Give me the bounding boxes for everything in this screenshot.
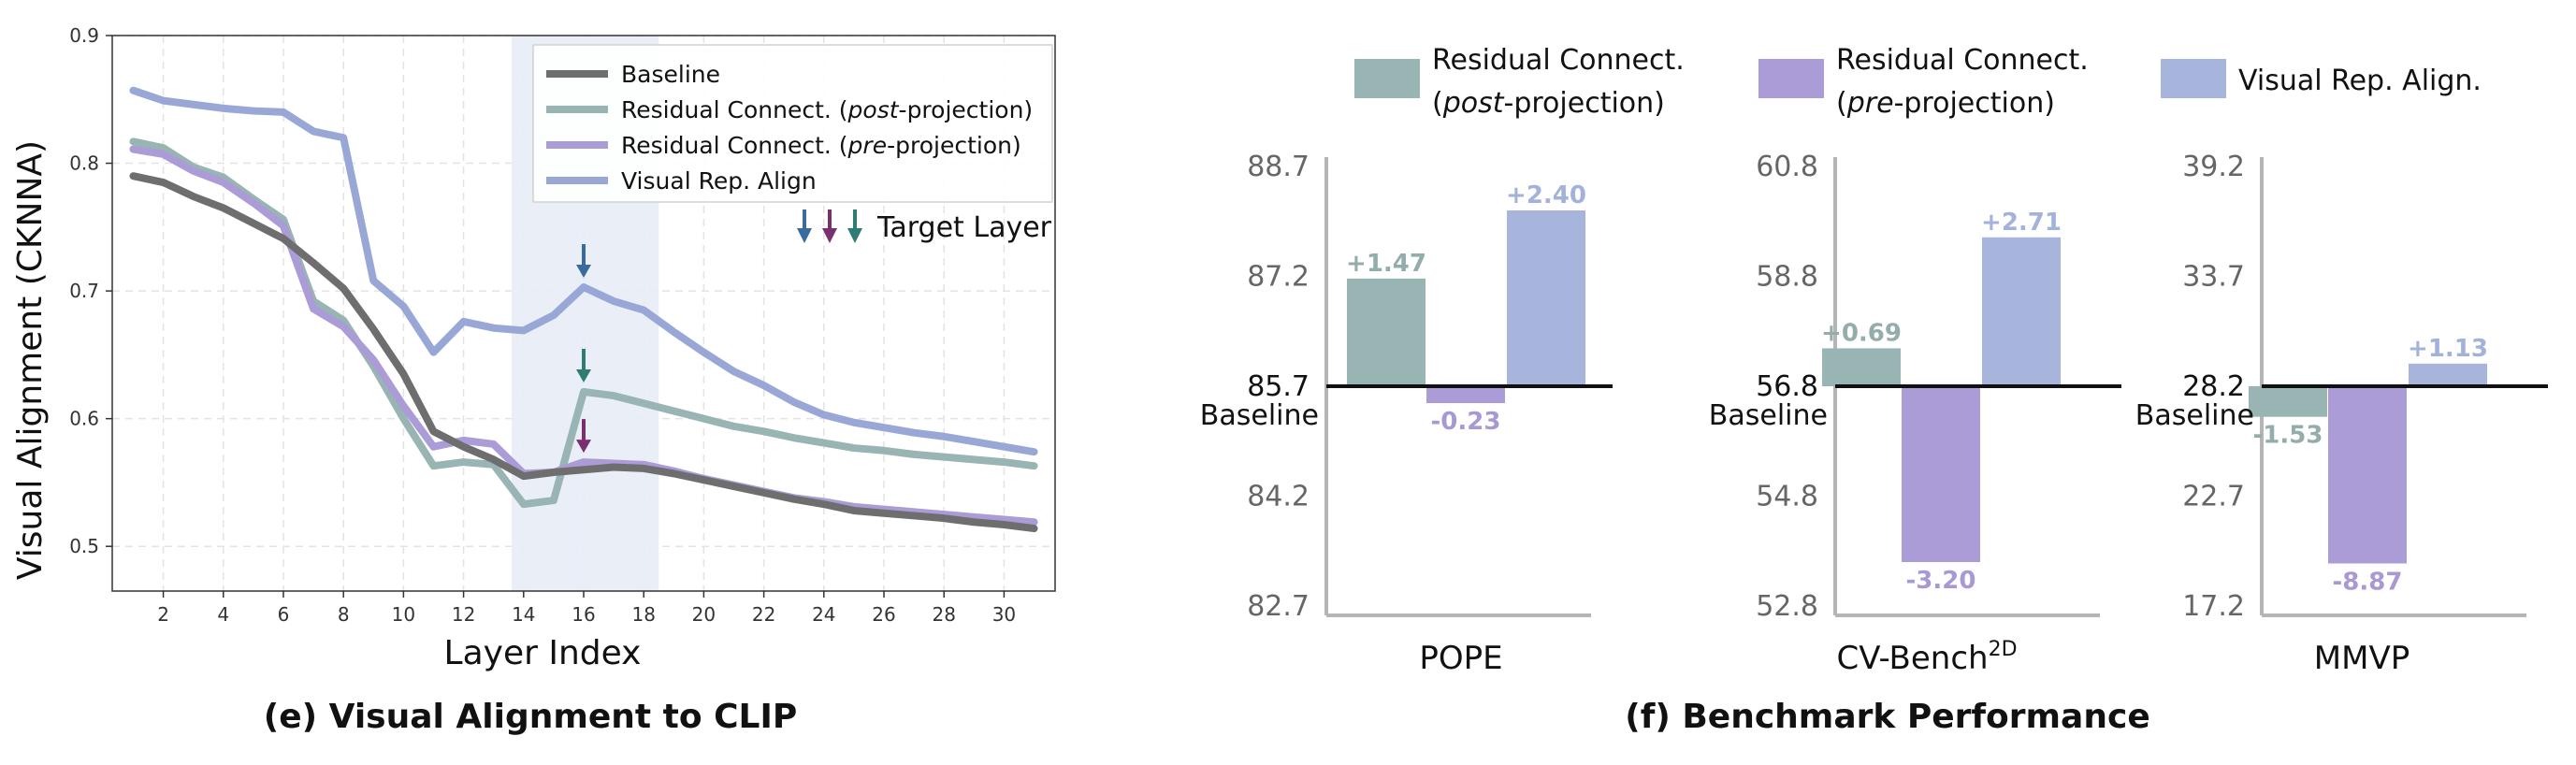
- line-chart: 2 4 6 8 10 12 14 16 18 20 22 24 26 28 300.50.60.70.80.…: [11, 24, 1056, 672]
- x-tick-label: 18: [631, 603, 655, 626]
- x-tick-label: 10: [392, 603, 415, 626]
- target-arrow-head: [822, 228, 837, 243]
- y-tick-label: 60.8: [1756, 151, 1818, 183]
- bar: [2409, 363, 2487, 386]
- y-tick-label: 17.2: [2182, 590, 2245, 623]
- bar: [1347, 278, 1425, 386]
- bar: [1822, 348, 1901, 386]
- x-tick-label: 6: [278, 603, 290, 626]
- legend-swatch: [1758, 59, 1824, 98]
- target-layer-label: Target Layer: [876, 211, 1052, 244]
- benchmark-title: POPE: [1419, 640, 1502, 677]
- y-tick-label: 82.7: [1247, 590, 1310, 623]
- legend-entry: Residual Connect.: [1432, 44, 1685, 77]
- legend-swatch: [1354, 59, 1420, 98]
- x-tick-label: 2: [157, 603, 169, 626]
- bar-value-label: -8.87: [2333, 568, 2403, 596]
- bar-value-label: +2.71: [1981, 209, 2062, 237]
- baseline-value: 85.7: [1247, 370, 1310, 403]
- legend-entry: Baseline: [621, 61, 720, 88]
- y-axis-label: Visual Alignment (CKNNA): [11, 140, 50, 580]
- baseline-label: Baseline: [1200, 399, 1319, 432]
- y-tick-label: 0.7: [69, 280, 99, 302]
- legend-entry-line2: (pre-projection): [1836, 87, 2055, 120]
- target-arrow-head: [797, 228, 812, 243]
- y-tick-label: 52.8: [1756, 590, 1818, 623]
- legend-entry: Visual Rep. Align: [621, 167, 817, 195]
- line-chart-axes: 2 4 6 8 10 12 14 16 18 20 22 24 26 28 300.50.60.70.80.…: [69, 24, 1056, 626]
- series-line: [129, 145, 1038, 527]
- bar: [2328, 386, 2407, 564]
- bar: [1982, 237, 2061, 386]
- y-tick-label: 54.8: [1756, 481, 1818, 513]
- target-arrow-head: [576, 440, 591, 454]
- legend-swatch: [2161, 59, 2226, 98]
- series-line: [129, 137, 1038, 509]
- legend-entry: Visual Rep. Align.: [2238, 65, 2482, 97]
- series-line: [129, 86, 1038, 456]
- x-tick-label: 14: [512, 603, 535, 626]
- target-arrow-head: [576, 265, 591, 279]
- y-tick-label: 39.2: [2182, 151, 2245, 183]
- target-layer-arrows: [576, 244, 591, 454]
- bar-chart-pope: 82.7 84.2 87.2 88.7 +1.47 -0.23 +2.40 85.7Basel…: [1200, 151, 1613, 677]
- right-panel-caption: (f) Benchmark Performance: [1625, 698, 2149, 736]
- bar-chart-legend: Residual Connect. (post-projection) Residu…: [1354, 44, 2482, 120]
- y-tick-label: 0.6: [69, 408, 99, 430]
- baseline-label: Baseline: [2135, 399, 2254, 432]
- baseline-value: 28.2: [2182, 370, 2245, 403]
- bar-value-label: -3.20: [1906, 567, 1976, 595]
- benchmark-title: MMVP: [2314, 640, 2410, 677]
- bar-value-label: +2.40: [1506, 181, 1586, 209]
- bar-value-label: -1.53: [2253, 422, 2323, 450]
- bar: [2249, 386, 2327, 417]
- legend-entry: Residual Connect. (post-projection): [621, 96, 1033, 123]
- x-tick-label: 28: [932, 603, 955, 626]
- line-chart-legend: Baseline Residual Connect. (post-projecti…: [532, 44, 1053, 203]
- x-tick-label: 16: [572, 603, 595, 626]
- bar: [1902, 386, 1980, 562]
- x-tick-label: 24: [812, 603, 835, 626]
- bar: [1426, 386, 1505, 404]
- y-tick-label: 22.7: [2182, 481, 2245, 513]
- baseline-label: Baseline: [1709, 399, 1828, 432]
- legend-entry-line2: (post-projection): [1432, 87, 1665, 120]
- series-line: [129, 172, 1038, 533]
- baseline-value: 56.8: [1756, 370, 1818, 403]
- x-axis-label: Layer Index: [444, 634, 642, 672]
- x-tick-label: 22: [752, 603, 775, 626]
- y-tick-label: 33.7: [2182, 261, 2245, 294]
- bar-value-label: +1.13: [2408, 335, 2488, 363]
- benchmark-title: CV-Bench2D: [1836, 638, 2017, 677]
- x-tick-label: 20: [692, 603, 716, 626]
- left-panel-caption: (e) Visual Alignment to CLIP: [264, 698, 798, 736]
- bar-value-label: +1.47: [1346, 250, 1426, 278]
- target-arrow-head: [576, 368, 591, 382]
- bar-value-label: +0.69: [1821, 319, 1902, 347]
- y-tick-label: 0.8: [69, 152, 99, 175]
- bar-value-label: -0.23: [1431, 408, 1501, 436]
- target-layer-legend: Target Layer: [797, 209, 1052, 244]
- y-tick-label: 87.2: [1247, 261, 1310, 294]
- y-tick-label: 58.8: [1756, 261, 1818, 294]
- legend-entry: Residual Connect. (pre-projection): [621, 132, 1021, 159]
- x-tick-label: 30: [992, 603, 1016, 626]
- bar-chart-mmvp: 17.2 22.7 33.7 39.2 -1.53 -8.87 +1.13 28.2Basel…: [2135, 151, 2548, 677]
- target-arrow-head: [847, 228, 862, 243]
- line-chart-series: [129, 86, 1038, 533]
- legend-entry: Residual Connect.: [1836, 44, 2089, 77]
- bar-charts: 82.784.287.288.7+1.47-0.23+2.4085.7Basel…: [1200, 151, 2548, 677]
- legend-box: [532, 44, 1053, 203]
- y-tick-label: 0.9: [69, 24, 99, 47]
- x-tick-label: 8: [338, 603, 350, 626]
- y-tick-label: 0.5: [69, 535, 99, 557]
- x-tick-label: 12: [452, 603, 475, 626]
- y-tick-label: 88.7: [1247, 151, 1310, 183]
- bar: [1507, 210, 1585, 386]
- x-tick-label: 26: [872, 603, 895, 626]
- x-tick-label: 4: [217, 603, 229, 626]
- y-tick-label: 84.2: [1247, 481, 1310, 513]
- bar-chart-cv-bench: 52.8 54.8 58.8 60.8 +0.69 -3.20 +2.71 56.8Basel…: [1709, 151, 2121, 677]
